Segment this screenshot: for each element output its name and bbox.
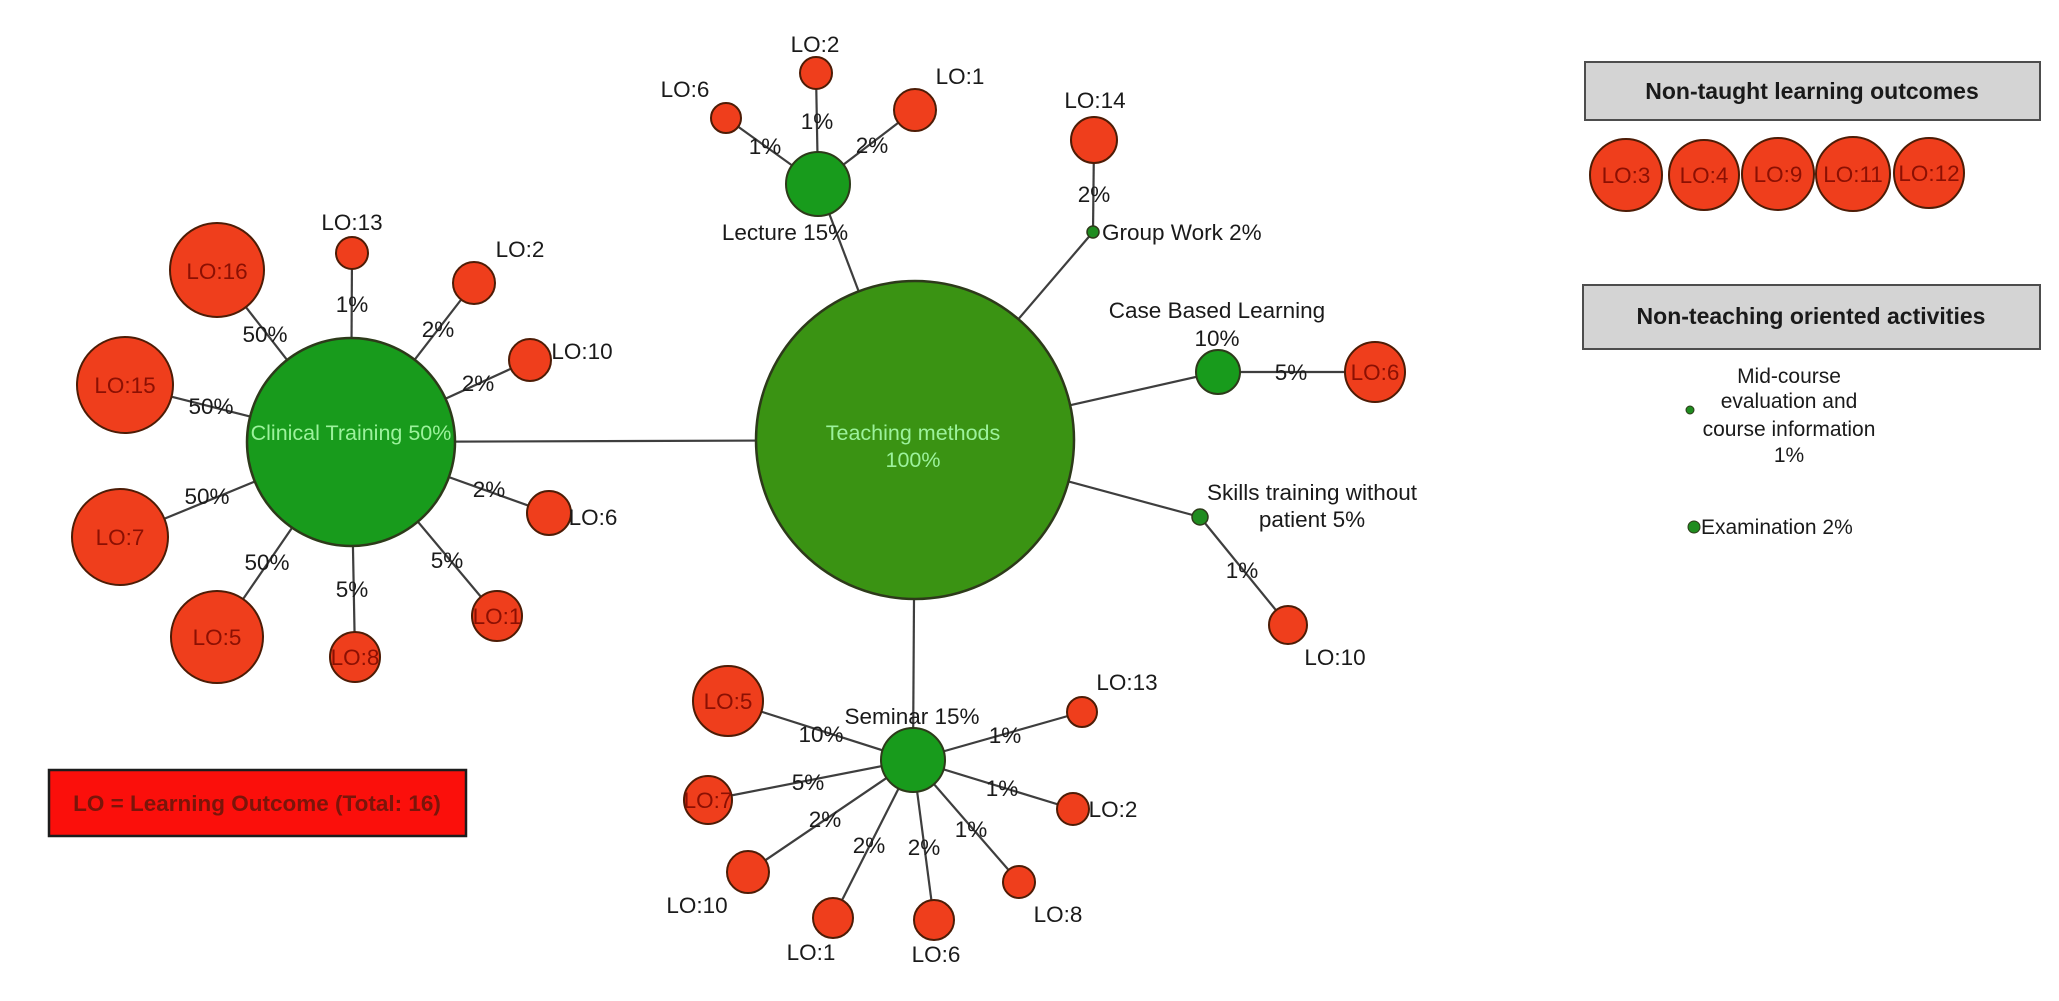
- svg-text:LO:3: LO:3: [1602, 163, 1651, 188]
- svg-text:Case Based Learning: Case Based Learning: [1109, 298, 1325, 323]
- svg-text:LO:5: LO:5: [193, 625, 242, 650]
- svg-text:LO:13: LO:13: [1096, 670, 1157, 695]
- svg-text:LO:10: LO:10: [1304, 645, 1365, 670]
- svg-text:50%: 50%: [242, 322, 287, 347]
- svg-text:LO:1: LO:1: [473, 604, 522, 629]
- svg-text:1%: 1%: [336, 292, 369, 317]
- svg-text:2%: 2%: [462, 371, 495, 396]
- svg-text:100%: 100%: [886, 448, 941, 472]
- svg-text:5%: 5%: [792, 770, 825, 795]
- svg-text:LO:6: LO:6: [1351, 360, 1400, 385]
- svg-text:LO:2: LO:2: [1089, 797, 1138, 822]
- svg-text:LO:5: LO:5: [704, 689, 753, 714]
- svg-text:LO:16: LO:16: [186, 259, 247, 284]
- svg-text:LO:8: LO:8: [331, 645, 380, 670]
- svg-text:Lecture 15%: Lecture 15%: [722, 220, 848, 245]
- svg-text:LO:8: LO:8: [1034, 902, 1083, 927]
- svg-text:LO:13: LO:13: [321, 210, 382, 235]
- svg-text:50%: 50%: [184, 484, 229, 509]
- svg-text:Non-teaching oriented activiti: Non-teaching oriented activities: [1637, 303, 1986, 329]
- svg-text:Mid-course: Mid-course: [1737, 365, 1841, 388]
- svg-text:Group Work 2%: Group Work 2%: [1102, 220, 1262, 245]
- svg-text:course information: course information: [1703, 418, 1876, 441]
- svg-text:LO:7: LO:7: [96, 525, 145, 550]
- svg-text:LO:1: LO:1: [936, 64, 985, 89]
- svg-text:Teaching methods: Teaching methods: [826, 421, 1001, 445]
- svg-text:1%: 1%: [955, 817, 988, 842]
- svg-text:LO:1: LO:1: [787, 940, 836, 965]
- svg-text:2%: 2%: [422, 317, 455, 342]
- svg-text:Examination 2%: Examination 2%: [1701, 516, 1853, 539]
- svg-text:LO:12: LO:12: [1898, 161, 1959, 186]
- svg-text:2%: 2%: [856, 133, 889, 158]
- svg-text:1%: 1%: [801, 109, 834, 134]
- svg-text:50%: 50%: [188, 394, 233, 419]
- svg-text:2%: 2%: [908, 835, 941, 860]
- svg-text:LO:14: LO:14: [1064, 88, 1125, 113]
- svg-text:LO:6: LO:6: [912, 942, 961, 967]
- svg-text:Seminar 15%: Seminar 15%: [844, 704, 979, 729]
- svg-text:2%: 2%: [809, 807, 842, 832]
- svg-text:2%: 2%: [853, 833, 886, 858]
- svg-text:evaluation and: evaluation and: [1721, 390, 1858, 413]
- svg-text:LO:15: LO:15: [94, 373, 155, 398]
- svg-text:50%: 50%: [244, 550, 289, 575]
- svg-text:10%: 10%: [1194, 326, 1239, 351]
- svg-text:LO:4: LO:4: [1680, 163, 1729, 188]
- svg-text:LO:2: LO:2: [791, 32, 840, 57]
- svg-text:Clinical Training 50%: Clinical Training 50%: [251, 421, 452, 445]
- svg-text:1%: 1%: [986, 776, 1019, 801]
- svg-text:LO:2: LO:2: [496, 237, 545, 262]
- svg-text:5%: 5%: [431, 548, 464, 573]
- svg-text:LO:6: LO:6: [569, 505, 618, 530]
- svg-text:LO:10: LO:10: [666, 893, 727, 918]
- svg-text:5%: 5%: [1275, 360, 1308, 385]
- svg-text:2%: 2%: [1078, 182, 1111, 207]
- svg-text:LO:9: LO:9: [1754, 162, 1803, 187]
- svg-text:1%: 1%: [749, 134, 782, 159]
- svg-text:10%: 10%: [798, 722, 843, 747]
- svg-text:Skills training without: Skills training without: [1207, 480, 1418, 505]
- svg-text:LO:11: LO:11: [1823, 162, 1883, 187]
- svg-text:LO = Learning Outcome (Total:: LO = Learning Outcome (Total: 16): [73, 791, 441, 816]
- svg-text:1%: 1%: [1226, 558, 1259, 583]
- svg-text:5%: 5%: [336, 577, 369, 602]
- svg-text:Non-taught learning outcomes: Non-taught learning outcomes: [1645, 78, 1979, 104]
- svg-text:1%: 1%: [989, 723, 1022, 748]
- svg-text:LO:6: LO:6: [661, 77, 710, 102]
- svg-text:patient 5%: patient 5%: [1259, 507, 1365, 532]
- svg-text:LO:10: LO:10: [551, 339, 612, 364]
- svg-text:LO:7: LO:7: [684, 788, 733, 813]
- svg-text:2%: 2%: [473, 477, 506, 502]
- svg-text:1%: 1%: [1774, 444, 1804, 467]
